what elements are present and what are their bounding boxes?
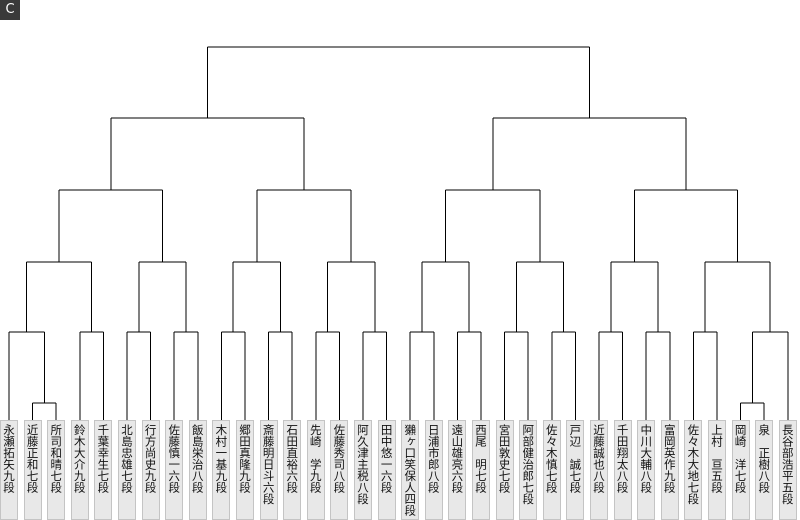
player-name: 上村 亘五段 <box>708 420 726 520</box>
player-name: 佐々木慎七段 <box>542 420 561 520</box>
player-name: 岡崎 洋七段 <box>731 420 750 520</box>
player-name: 遠山雄亮六段 <box>448 420 467 520</box>
player-name: 木村一基九段 <box>212 420 231 520</box>
player-name: 近藤誠也八段 <box>590 420 608 520</box>
player-name: 千田翔太八段 <box>613 420 632 520</box>
player-name: 行方尚史九段 <box>141 420 160 520</box>
player-name: 斎藤明日斗六段 <box>259 420 278 520</box>
player-name: 永瀬拓矢九段 <box>0 420 18 520</box>
player-name: 郷田真隆九段 <box>236 420 254 520</box>
player-name: 千葉幸生七段 <box>94 420 113 520</box>
player-name: 富岡英作九段 <box>660 420 679 520</box>
player-name: 阿久津主税八段 <box>354 420 372 520</box>
player-name: 獺ヶ口笑保人四段 <box>401 420 420 520</box>
player-name: 宮田敦史七段 <box>495 420 514 520</box>
player-name: 阿部健治郎七段 <box>519 420 538 520</box>
player-name: 戸辺 誠七段 <box>566 420 585 520</box>
player-name: 田中悠一六段 <box>377 420 396 520</box>
player-name: 日浦市郎八段 <box>424 420 443 520</box>
player-name: 長谷部浩平五段 <box>778 420 797 520</box>
player-name: 所司和晴七段 <box>47 420 66 520</box>
player-name: 鈴木大介九段 <box>70 420 89 520</box>
player-name: 石田直裕六段 <box>283 420 302 520</box>
player-name: 先崎 学九段 <box>306 420 325 520</box>
player-name: 飯島栄治八段 <box>188 420 207 520</box>
player-name: 北島忠雄七段 <box>118 420 136 520</box>
player-name: 佐藤秀司八段 <box>330 420 349 520</box>
player-name: 佐藤慎一六段 <box>165 420 184 520</box>
player-name: 中川大輔八段 <box>637 420 656 520</box>
player-name: 近藤正和七段 <box>23 420 42 520</box>
player-name: 西尾 明七段 <box>472 420 490 520</box>
player-name: 泉 正樹八段 <box>755 420 774 520</box>
player-name: 佐々木大地七段 <box>684 420 703 520</box>
logo[interactable]: C <box>0 0 20 20</box>
